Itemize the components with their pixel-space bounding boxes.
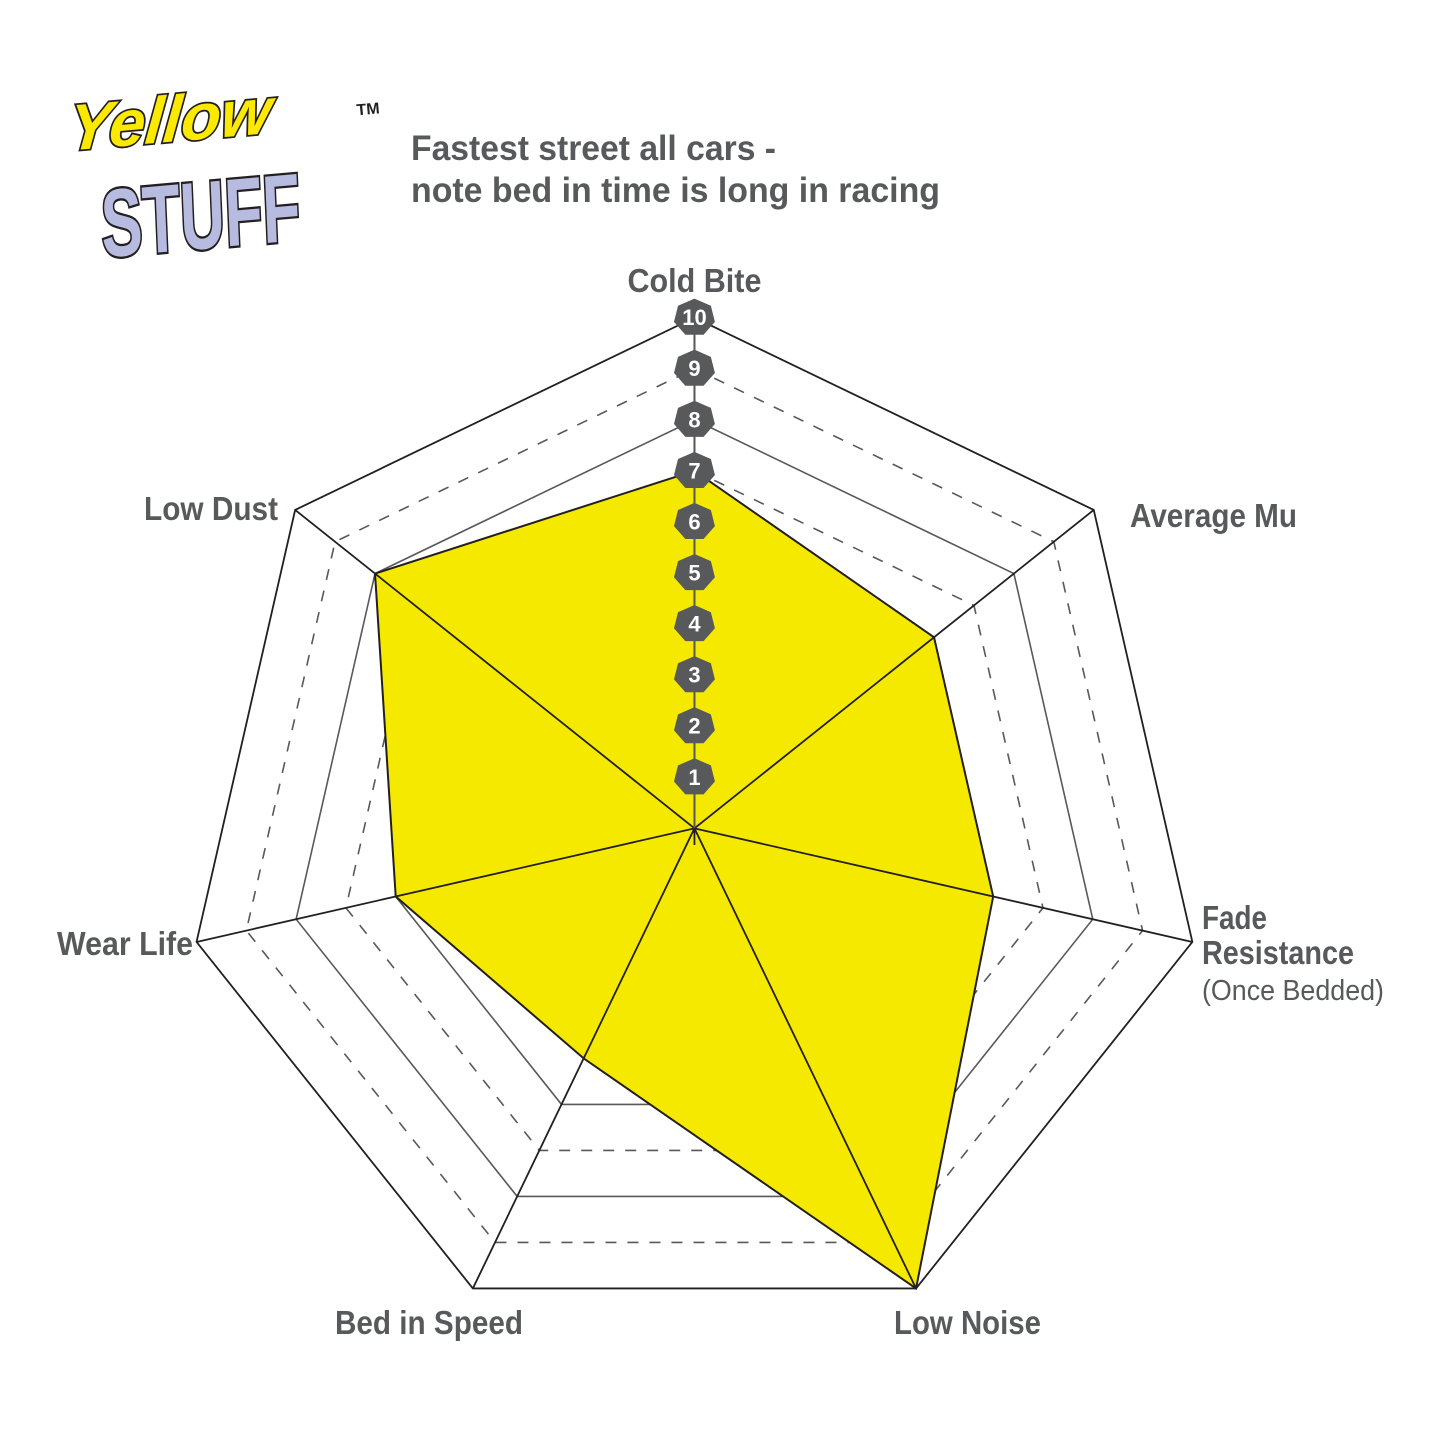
svg-text:7: 7 <box>688 458 700 483</box>
svg-text:Bed in Speed: Bed in Speed <box>335 1304 523 1341</box>
svg-text:4: 4 <box>688 612 701 637</box>
svg-text:1: 1 <box>688 765 700 790</box>
svg-text:Fade: Fade <box>1202 899 1267 936</box>
svg-text:STUFF: STUFF <box>99 154 302 278</box>
svg-text:(Once Bedded): (Once Bedded) <box>1202 975 1384 1007</box>
svg-text:10: 10 <box>682 305 706 330</box>
svg-text:Yellow: Yellow <box>66 73 279 164</box>
svg-text:Low Noise: Low Noise <box>894 1304 1041 1341</box>
svg-text:Average Mu: Average Mu <box>1130 497 1297 534</box>
svg-text:Cold Bite: Cold Bite <box>627 262 761 299</box>
svg-text:5: 5 <box>688 560 700 585</box>
svg-text:note bed in time is long in ra: note bed in time is long in racing <box>411 171 940 210</box>
svg-text:6: 6 <box>688 509 700 534</box>
svg-text:2: 2 <box>688 714 700 739</box>
svg-text:Wear Life: Wear Life <box>57 925 193 962</box>
svg-text:Resistance: Resistance <box>1202 934 1354 971</box>
svg-text:3: 3 <box>688 663 700 688</box>
svg-text:9: 9 <box>688 356 700 381</box>
svg-text:TM: TM <box>356 100 381 119</box>
svg-text:8: 8 <box>688 407 700 432</box>
svg-text:Fastest street all cars -: Fastest street all cars - <box>411 129 776 168</box>
svg-text:Low Dust: Low Dust <box>144 490 278 527</box>
